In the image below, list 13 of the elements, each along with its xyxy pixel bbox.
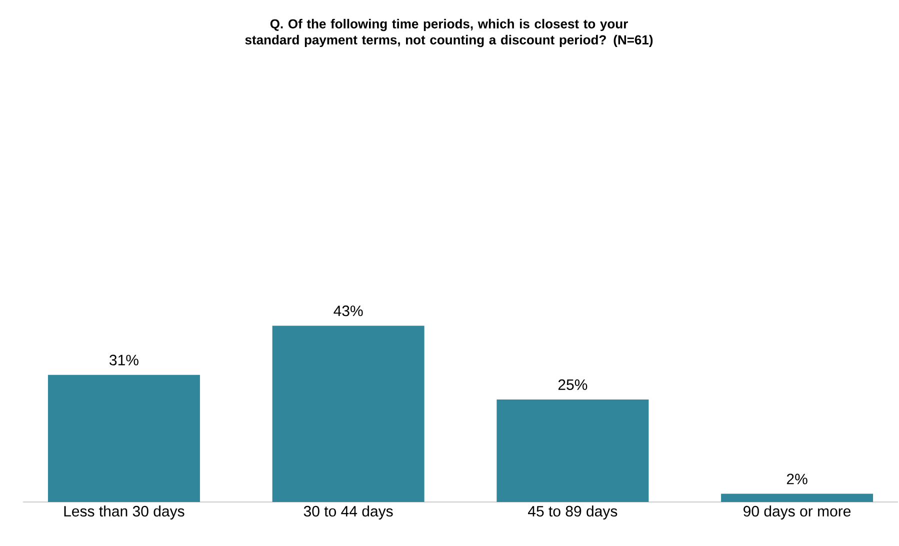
x-tick-label: 90 days or more xyxy=(744,506,851,520)
data-label: 31% xyxy=(110,354,138,366)
chart-title: Q. Of the following time periods, which is closest to your standard payment terms, not counting a discount period? (N=61) xyxy=(245,18,653,48)
x-tick-label: 30 to 44 days xyxy=(304,506,393,520)
x-tick-label: 45 to 89 days xyxy=(528,506,618,520)
bar xyxy=(721,494,874,502)
bar xyxy=(272,326,424,502)
data-label: 2% xyxy=(786,474,808,484)
data-label: 43% xyxy=(334,306,363,316)
bar xyxy=(48,374,200,502)
bar xyxy=(496,399,649,502)
data-label: 25% xyxy=(558,379,588,390)
x-tick-label: Less than 30 days xyxy=(64,506,184,520)
